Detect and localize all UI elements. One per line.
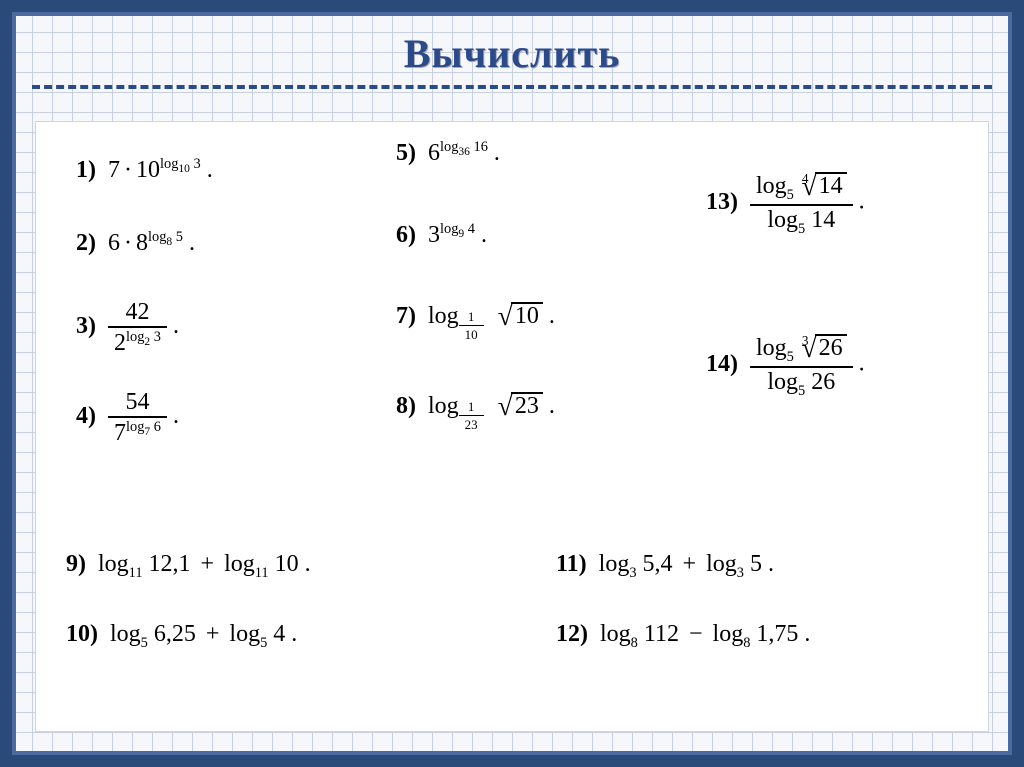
fraction: log5 3√26 log5 26 [750, 332, 853, 398]
problem-9: 9) log11 12,1 + log11 10 . [66, 552, 311, 580]
fraction: log5 4√14 log5 14 [750, 170, 853, 236]
problem-13: 13) log5 4√14 log5 14 . [706, 170, 865, 236]
expr: 7·10log10 3 . [108, 157, 213, 183]
page-title: Вычислить [12, 12, 1012, 77]
problem-12: 12) log8 112 − log8 1,75 . [556, 622, 810, 650]
problem-8: 8) log123 √23 . [396, 390, 555, 431]
problem-number: 14) [706, 351, 738, 377]
problem-number: 12) [556, 621, 588, 647]
problem-number: 9) [66, 551, 86, 577]
expr: log11 12,1 + log11 10 . [98, 551, 311, 577]
problem-2: 2) 6·8log8 5 . [76, 230, 195, 255]
expr: log8 112 − log8 1,75 . [600, 621, 810, 647]
problem-number: 8) [396, 393, 416, 419]
title-underline [32, 85, 992, 89]
problem-10: 10) log5 6,25 + log5 4 . [66, 622, 297, 650]
problem-5: 5) 6log36 16 . [396, 140, 500, 165]
problems-container: 1) 7·10log10 3 . 2) 6·8log8 5 . 3) 42 2l… [36, 122, 988, 731]
fraction: 42 2log2 3 [108, 300, 167, 355]
expr: 6log36 16 . [428, 140, 500, 166]
problem-number: 10) [66, 621, 98, 647]
fraction: 54 7log7 6 [108, 390, 167, 445]
problem-number: 2) [76, 230, 96, 256]
problem-4: 4) 54 7log7 6 . [76, 390, 179, 445]
problem-number: 13) [706, 189, 738, 215]
expr: log3 5,4 + log3 5 . [599, 551, 774, 577]
problem-number: 4) [76, 403, 96, 429]
problem-11: 11) log3 5,4 + log3 5 . [556, 552, 774, 580]
problem-14: 14) log5 3√26 log5 26 . [706, 332, 865, 398]
problem-number: 1) [76, 157, 96, 183]
expr: 6·8log8 5 . [108, 230, 195, 256]
problem-number: 7) [396, 303, 416, 329]
expr: log5 6,25 + log5 4 . [110, 621, 297, 647]
expr: log123 √23 . [428, 393, 555, 419]
problem-1: 1) 7·10log10 3 . [76, 157, 213, 182]
content-panel: 1) 7·10log10 3 . 2) 6·8log8 5 . 3) 42 2l… [36, 122, 988, 731]
problem-6: 6) 3log9 4 . [396, 222, 487, 247]
slide-frame: Вычислить 1) 7·10log10 3 . 2) 6·8log8 5 … [0, 0, 1024, 767]
problem-number: 5) [396, 140, 416, 166]
expr: 3log9 4 . [428, 222, 487, 248]
problem-number: 3) [76, 313, 96, 339]
problem-3: 3) 42 2log2 3 . [76, 300, 179, 355]
expr: log110 √10 . [428, 303, 555, 329]
problem-7: 7) log110 √10 . [396, 300, 555, 341]
problem-number: 11) [556, 551, 587, 577]
problem-number: 6) [396, 222, 416, 248]
